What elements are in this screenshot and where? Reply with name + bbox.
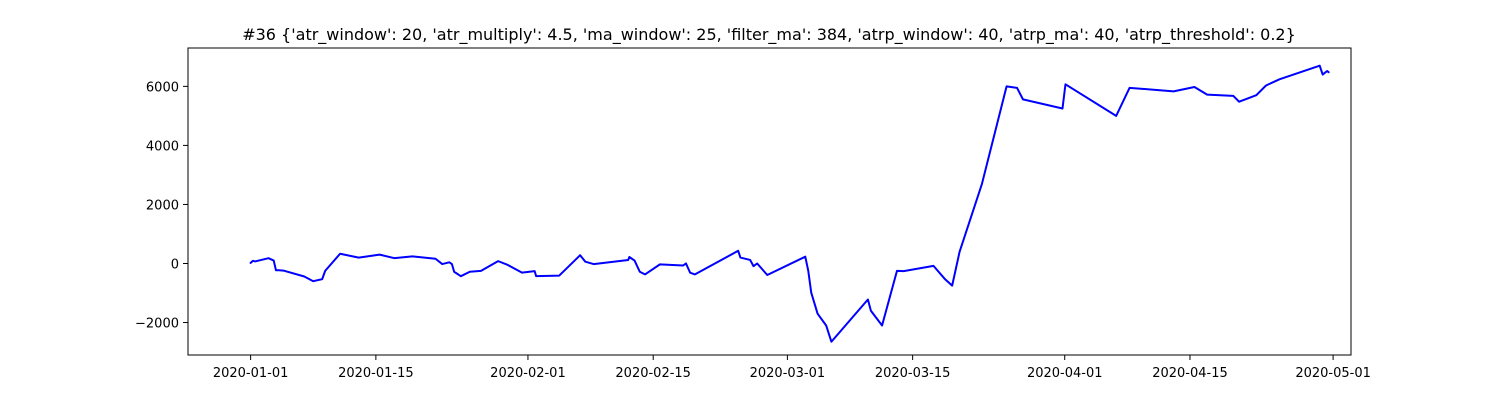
series-layer bbox=[249, 64, 1330, 343]
y-tick-label: 2000 bbox=[146, 198, 179, 213]
x-tick-label: 2020-03-01 bbox=[750, 366, 826, 381]
x-axis: 2020-01-01 2020-01-15 2020-02-01 2020-02-15… bbox=[213, 355, 1371, 381]
plot-area-frame bbox=[187, 47, 1352, 356]
y-tick-label: 6000 bbox=[146, 80, 179, 95]
x-tick-label: 2020-02-01 bbox=[490, 366, 566, 381]
y-tick-label: 0 bbox=[171, 257, 179, 272]
x-tick-label: 2020-03-15 bbox=[875, 366, 951, 381]
y-axis: −2000 0 2000 4000 6000 bbox=[135, 80, 188, 332]
x-tick-label: 2020-01-15 bbox=[338, 366, 414, 381]
x-tick-label: 2020-04-01 bbox=[1027, 366, 1103, 381]
chart-title: #36 {'atr_window': 20, 'atr_multiply': 4… bbox=[242, 25, 1296, 45]
y-tick-label: 4000 bbox=[146, 139, 179, 154]
y-tick-label: −2000 bbox=[135, 317, 179, 332]
x-tick-label: 2020-01-01 bbox=[213, 366, 289, 381]
series-line-0 bbox=[249, 64, 1330, 343]
x-tick-label: 2020-05-01 bbox=[1295, 366, 1371, 381]
x-tick-label: 2020-04-15 bbox=[1152, 366, 1228, 381]
x-tick-label: 2020-02-15 bbox=[615, 366, 691, 381]
